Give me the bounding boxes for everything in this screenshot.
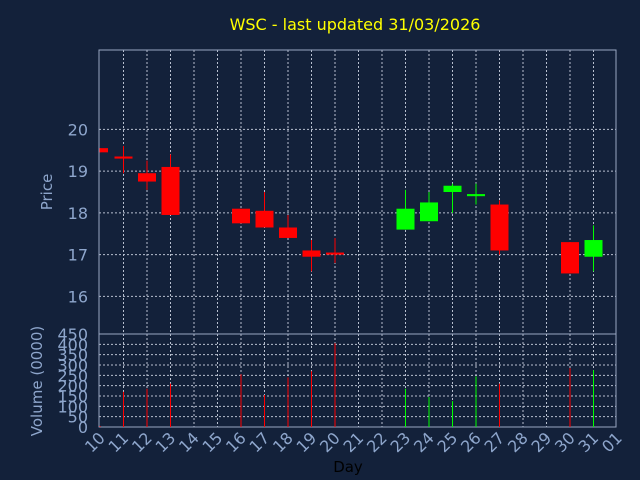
candle-body xyxy=(561,242,579,274)
candle xyxy=(443,183,462,213)
candle-body xyxy=(326,252,344,255)
candle xyxy=(255,192,274,228)
candle xyxy=(396,189,415,230)
candle-body xyxy=(100,148,108,153)
volume-y-tick-label: 200 xyxy=(57,377,88,396)
candle-body xyxy=(302,250,321,257)
chart-title: WSC - last updated 31/03/2026 xyxy=(230,15,481,34)
candle xyxy=(161,154,180,215)
candle xyxy=(138,160,156,190)
volume-y-tick-label: 50 xyxy=(68,408,88,427)
candle-body xyxy=(396,208,415,230)
candle xyxy=(326,237,344,263)
price-y-tick-label: 19 xyxy=(68,162,88,181)
candle-body xyxy=(467,194,485,197)
volume-y-tick-label: 450 xyxy=(57,325,88,344)
candle-body xyxy=(420,202,438,222)
volume-plot-frame xyxy=(98,333,617,428)
volume-y-tick-label: 400 xyxy=(57,335,88,354)
price-candles xyxy=(99,146,603,274)
candle xyxy=(561,242,579,274)
candle-body xyxy=(255,210,274,228)
candle xyxy=(584,225,603,272)
candle-body xyxy=(490,204,509,251)
price-y-tick-label: 17 xyxy=(68,246,88,265)
x-axis-ticks: 1011121314151617181920212223242526272829… xyxy=(81,428,626,456)
candle-body xyxy=(138,173,156,182)
candle xyxy=(420,192,438,222)
volume-axis-label: Volume (0000) xyxy=(28,326,46,436)
volume-y-tick-label: 300 xyxy=(57,356,88,375)
candle-body xyxy=(443,185,462,192)
x-axis-label: Day xyxy=(333,458,363,476)
price-axis-label: Price xyxy=(38,174,56,211)
candle xyxy=(114,146,133,174)
candle-body xyxy=(584,240,603,257)
volume-y-tick-label: 100 xyxy=(57,397,88,416)
candle-body xyxy=(161,166,180,215)
candle xyxy=(490,200,509,255)
candle xyxy=(279,214,297,238)
candle-body xyxy=(232,208,250,224)
price-y-tick-label: 16 xyxy=(68,287,88,306)
candle-body xyxy=(279,227,297,238)
volume-bars xyxy=(99,343,594,427)
price-y-tick-label: 20 xyxy=(68,120,88,139)
candle-body xyxy=(114,156,133,159)
candle xyxy=(467,183,485,205)
candle xyxy=(302,240,321,272)
price-y-ticks: 16 17 18 19 20 xyxy=(68,120,88,306)
price-y-tick-label: 18 xyxy=(68,204,88,223)
volume-y-tick-label: 350 xyxy=(57,346,88,365)
volume-y-tick-label: 150 xyxy=(57,387,88,406)
candle xyxy=(232,208,250,224)
volume-y-tick-label: 0 xyxy=(78,418,88,437)
volume-y-tick-label: 250 xyxy=(57,366,88,385)
candle xyxy=(99,148,108,153)
